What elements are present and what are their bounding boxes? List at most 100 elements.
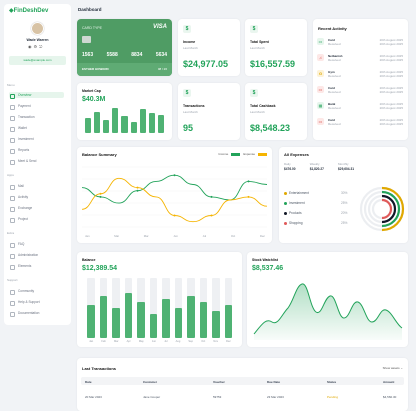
sidebar-item-mail[interactable]: Mail xyxy=(9,183,64,190)
table-header-cell[interactable]: Date xyxy=(85,379,92,384)
balance-bar xyxy=(187,296,195,338)
sidebar-item-meet-send[interactable]: Meet & Send xyxy=(9,158,64,165)
card-type-label: CARD TYPE xyxy=(82,26,102,30)
user-icon[interactable]: ◉ xyxy=(28,44,34,49)
expense-name: Investment xyxy=(289,201,305,205)
income-point xyxy=(173,174,176,177)
sidebar-item-faq[interactable]: FAQ xyxy=(9,241,64,248)
market-cap-bar xyxy=(121,116,128,133)
month-label: Aug xyxy=(175,340,181,343)
expense-name: Products xyxy=(289,211,302,215)
table-cell-date: 20 Mar 2023 xyxy=(85,395,102,399)
sidebar-item-payment[interactable]: Payment xyxy=(9,103,64,110)
logo-icon: ◆ xyxy=(9,8,14,14)
brand-logo[interactable]: ◆FinDeshDev xyxy=(9,7,48,14)
card-number: 1563 5588 8834 5634 xyxy=(82,52,167,58)
transactions-card: $ Transactions Last Month 95 xyxy=(178,83,240,140)
market-cap-bar xyxy=(157,114,164,133)
spent-label: Total Spent xyxy=(250,40,269,44)
balance-bar xyxy=(162,299,170,338)
balance-bar xyxy=(112,308,120,338)
table-header-cell[interactable]: Voucher xyxy=(213,379,225,384)
activity-name: Card xyxy=(328,118,335,122)
settings-icon[interactable]: ⚙ xyxy=(33,44,40,49)
table-cell-voucher: 59753 xyxy=(213,395,222,399)
month-label: Oct xyxy=(201,340,206,343)
market-cap-bar xyxy=(148,113,155,133)
month-label: Feb xyxy=(101,340,106,343)
sidebar-item-elements[interactable]: Elements xyxy=(9,263,64,270)
table-header xyxy=(81,377,404,385)
table-header-cell[interactable]: Customer xyxy=(143,379,158,384)
activity-sub: Received xyxy=(328,58,341,62)
stock-watchlist-card: Stock Watchlist $8,537.46 xyxy=(247,252,408,347)
sidebar-item-wallet[interactable]: Wallet xyxy=(9,125,64,132)
sidebar-item-exchange[interactable]: Exchange xyxy=(9,205,64,212)
income-card: $ Income Last Month $24,977.05 xyxy=(178,19,240,76)
table-cell-customer: Jane Cooper xyxy=(143,395,161,399)
sidebar-item-transaction[interactable]: Transaction xyxy=(9,114,64,121)
balance-bar xyxy=(137,302,145,338)
last-transactions-title: Last Transactions xyxy=(82,366,117,371)
spent-sub: Last Month xyxy=(250,46,265,50)
dollar-icon: $ xyxy=(183,25,191,33)
sidebar-item-help-support[interactable]: Help & Support xyxy=(9,299,64,306)
credit-card[interactable]: CARD TYPE VISA 1563 5588 8834 5634 ESTHE… xyxy=(77,19,172,76)
all-expenses-title: All Expenses xyxy=(284,152,309,157)
market-cap-bar xyxy=(94,112,101,133)
market-cap-bar xyxy=(130,121,137,133)
balance-value: $12,389.54 xyxy=(82,265,118,272)
show-assets-dropdown[interactable]: Show assets ⌄ xyxy=(383,366,403,370)
activity-date: 20th August 2025 xyxy=(379,86,403,90)
balance-bar xyxy=(212,311,220,338)
expense-name: Shopping xyxy=(289,221,303,225)
transactions-sub: Last Month xyxy=(183,110,198,114)
sidebar-item-reports[interactable]: Reports xyxy=(9,147,64,154)
activity-icon: G xyxy=(317,70,324,77)
market-cap-bar xyxy=(112,107,119,133)
logout-icon[interactable]: ⎋ xyxy=(39,44,45,49)
card-number-group: 5634 xyxy=(155,52,167,58)
activity-sub: Received xyxy=(328,74,341,78)
profile-name: Wade Warren xyxy=(26,38,49,42)
sidebar-item-community[interactable]: Community xyxy=(9,288,64,295)
period-value: $476.00 xyxy=(284,167,296,171)
last-transactions-card: Last Transactions Show assets ⌄ Date Cust… xyxy=(77,358,408,411)
nav-section-title: Menu xyxy=(7,83,15,87)
activity-icon: ▭ xyxy=(317,38,324,45)
balance-card: Balance $12,389.54 Jan Feb Mar Apr May Jun Jul… xyxy=(77,252,242,347)
spent-card: $ Total Spent Last Month $16,557.59 xyxy=(245,19,307,76)
sidebar: ◆FinDeshDev Wade Warren ◉⚙⎋ wade@example… xyxy=(4,4,71,325)
activity-name: Bank xyxy=(328,102,336,106)
x-tick-label: Mar xyxy=(143,234,149,238)
expense-periods: Daily $476.00 Weekly $1,820.27 Monthly $29,… xyxy=(284,162,354,171)
sidebar-item-project[interactable]: Project xyxy=(9,216,64,223)
balance-x-axis: Jan Feb Mar Apr May Jun Jul Aug Sep Oct Nov Dec xyxy=(85,340,235,343)
sidebar-item-investment[interactable]: Investment xyxy=(9,136,64,143)
activity-date-2: 20th August 2025 xyxy=(379,90,403,94)
income-value: $24,977.05 xyxy=(183,59,229,69)
sidebar-item-activity[interactable]: Activity xyxy=(9,194,64,201)
activity-date-2: 20th August 2025 xyxy=(379,122,403,126)
income-sub: Last Month xyxy=(183,46,198,50)
dollar-icon: $ xyxy=(183,89,191,97)
table-header-cell[interactable]: Status xyxy=(327,379,337,384)
balance-bar-track xyxy=(212,278,220,338)
activity-date-2: 20th August 2025 xyxy=(379,74,403,78)
x-tick-label: Jul xyxy=(202,234,207,238)
market-cap-label: Market Cap xyxy=(82,89,101,93)
balance-summary-chart xyxy=(82,166,267,228)
table-header-cell[interactable]: Due Date xyxy=(267,379,281,384)
sidebar-item-documentation[interactable]: Documentation xyxy=(9,310,64,317)
table-header-cell[interactable]: Amount xyxy=(383,379,395,384)
nav-section-title: Support xyxy=(7,278,18,282)
month-label: Sep xyxy=(188,340,194,343)
sidebar-item-overview[interactable]: Overview xyxy=(9,92,64,99)
sidebar-item-administration[interactable]: Administration xyxy=(9,252,64,259)
expenses-donut xyxy=(359,186,405,232)
expense-point xyxy=(136,186,139,189)
balance-bar xyxy=(124,293,132,338)
avatar[interactable] xyxy=(31,22,44,35)
chevron-down-icon: ⌄ xyxy=(400,366,403,370)
expense-pct: 20% xyxy=(341,211,348,215)
